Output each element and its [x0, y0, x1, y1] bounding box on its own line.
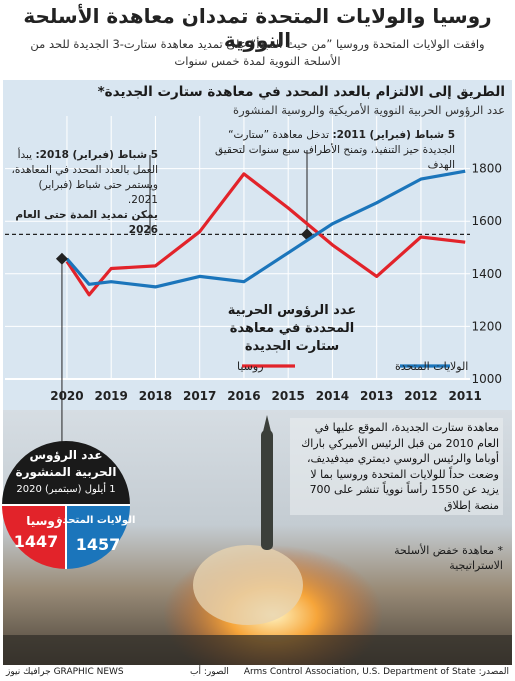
legend-label: روسيا [237, 360, 264, 373]
limit-label: عدد الرؤوس الحربية المحددة في معاهدة ستا… [227, 303, 357, 354]
y-tick-label: 1600 [471, 214, 502, 228]
photo-credit: الصور: أب [190, 667, 229, 677]
series-line [65, 172, 466, 297]
count-value: 1457 [76, 535, 121, 554]
subtitle: وافقت الولايات المتحدة وروسيا ”من حيث ال… [30, 37, 485, 68]
x-tick-label: 2018 [139, 389, 172, 403]
annotation: 5 شباط (فبراير) 2018: يبدأ العمل بالعدد … [8, 148, 158, 238]
chart-title: الطريق إلى الالتزام بالعدد المحدد في معا… [97, 84, 505, 100]
circle-text: عدد الرؤوس الحربية المنشورة 1 أيلول (سبتم… [14, 447, 118, 498]
circle-russia [2, 505, 66, 569]
x-tick-label: 2015 [271, 389, 304, 403]
chart-panel [3, 80, 512, 410]
x-tick-label: 2020 [50, 389, 83, 403]
counts-date: 1 أيلول (سبتمبر) 2020 [16, 484, 116, 495]
y-tick-label: 1400 [471, 267, 502, 281]
brand: GRAPHIC NEWS جرافيك نيوز [6, 667, 124, 677]
x-tick-label: 2016 [227, 389, 260, 403]
circle-title: عدد الرؤوس الحربية المنشورة 1 أيلول (سبتم… [14, 447, 118, 498]
count-label: الولايات المتحدة [57, 515, 136, 526]
missile-nose [261, 415, 273, 440]
title: روسيا والولايات المتحدة تمددان معاهدة ال… [23, 4, 492, 52]
count-label: روسيا [26, 514, 62, 529]
annotation-text: يبدأ العمل بالعدد المحدد في المعاهدة، وي… [11, 149, 158, 206]
body-text: معاهدة ستارت الجديدة، الموقع عليها في ال… [290, 418, 503, 515]
circle-usa [66, 505, 130, 569]
x-tick-label: 2017 [183, 389, 216, 403]
annotation-date: 5 شباط (فبراير) 2018: [35, 149, 158, 161]
y-tick-label: 1800 [471, 162, 502, 176]
smoke [193, 545, 303, 625]
chart-subtitle: عدد الرؤوس الحربية النووية الأمريكية وال… [233, 103, 505, 117]
x-tick-label: 2011 [448, 389, 481, 403]
annotation-text: تدخل معاهدة ”ستارت“ الجديدة حيز التنفيذ،… [215, 129, 455, 171]
ground [3, 635, 512, 665]
count-value: 1447 [14, 532, 59, 551]
marker-diamond [55, 252, 68, 265]
counts-title: عدد الرؤوس الحربية المنشورة [15, 448, 117, 479]
missile [261, 430, 273, 550]
footnote: * معاهدة خفض الأسلحة الاستراتيجية [394, 544, 503, 572]
x-tick-label: 2012 [404, 389, 437, 403]
x-tick-label: 2014 [316, 389, 349, 403]
photo-art [3, 415, 512, 665]
source: المصدر: Arms Control Association, U.S. D… [243, 667, 509, 677]
y-tick-label: 1000 [471, 372, 502, 386]
x-tick-label: 2013 [360, 389, 393, 403]
annotation-date: 5 شباط (فبراير) 2011: [332, 129, 455, 141]
x-tick-label: 2019 [94, 389, 127, 403]
footer: المصدر: Arms Control Association, U.S. D… [0, 665, 515, 681]
series-line [65, 169, 466, 289]
annotation-bold: يمكن تمديد المدة حتى العام 2026 [15, 209, 158, 236]
legend-label: الولايات المتحدة [395, 360, 468, 373]
annotation: 5 شباط (فبراير) 2011: تدخل معاهدة ”ستارت… [205, 128, 455, 173]
circle-top [2, 441, 130, 505]
y-tick-label: 1200 [471, 319, 502, 333]
